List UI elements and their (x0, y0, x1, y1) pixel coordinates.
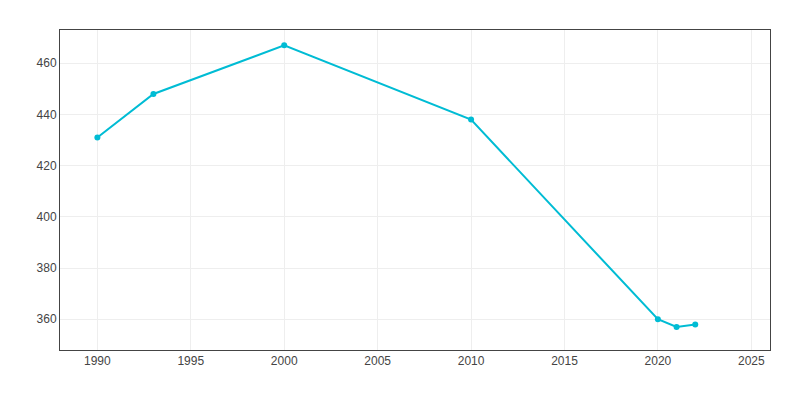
svg-text:1990: 1990 (84, 354, 111, 368)
svg-text:2020: 2020 (645, 354, 672, 368)
svg-text:420: 420 (37, 159, 57, 173)
svg-text:460: 460 (37, 56, 57, 70)
svg-text:2015: 2015 (551, 354, 578, 368)
svg-text:440: 440 (37, 108, 57, 122)
svg-text:2000: 2000 (271, 354, 298, 368)
svg-text:400: 400 (37, 210, 57, 224)
svg-text:380: 380 (37, 261, 57, 275)
svg-text:2025: 2025 (738, 354, 765, 368)
svg-text:2005: 2005 (364, 354, 391, 368)
svg-text:360: 360 (37, 312, 57, 326)
svg-text:2010: 2010 (458, 354, 485, 368)
svg-text:1995: 1995 (177, 354, 204, 368)
